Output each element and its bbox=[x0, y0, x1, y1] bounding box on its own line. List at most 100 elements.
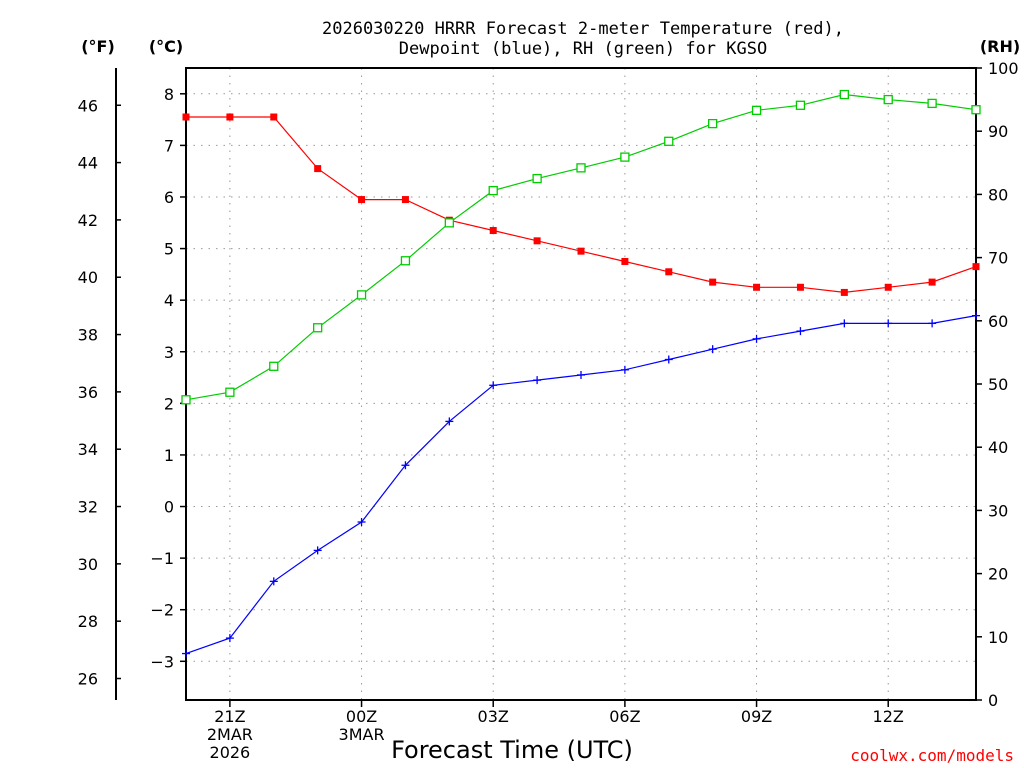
fahrenheit-tick-label: 44 bbox=[78, 154, 98, 173]
rh-point bbox=[620, 152, 630, 162]
temperature-point bbox=[358, 196, 366, 204]
rh-point bbox=[708, 118, 718, 129]
dewpoint-point bbox=[182, 649, 190, 658]
rh-point bbox=[225, 387, 235, 397]
temperature-point bbox=[270, 113, 278, 121]
rh-tick-label: 50 bbox=[988, 375, 1008, 394]
dewpoint-point bbox=[225, 634, 234, 643]
chart-title-line1: 2026030220 HRRR Forecast 2-meter Tempera… bbox=[322, 19, 844, 39]
rh-point bbox=[795, 100, 806, 110]
temperature-point bbox=[314, 165, 322, 173]
time-tick-label: 03Z bbox=[478, 707, 509, 726]
temperature-point bbox=[972, 263, 980, 271]
celsius-tick-label: 5 bbox=[164, 240, 174, 259]
fahrenheit-tick-label: 30 bbox=[78, 555, 98, 574]
dewpoint-line bbox=[185, 315, 977, 655]
date-label: 3MAR bbox=[339, 725, 385, 744]
rh-tick-label: 80 bbox=[988, 185, 1008, 204]
fahrenheit-tick-label: 38 bbox=[78, 326, 98, 345]
fahrenheit-tick-label: 32 bbox=[78, 498, 98, 517]
rh-point bbox=[313, 323, 323, 333]
fahrenheit-tick-label: 34 bbox=[78, 440, 98, 459]
rh-point bbox=[751, 105, 762, 115]
dewpoint-point bbox=[664, 355, 673, 364]
dewpoint-point bbox=[533, 376, 542, 385]
dewpoint-point bbox=[796, 327, 805, 336]
rh-point bbox=[400, 256, 411, 266]
rh-point bbox=[839, 89, 849, 100]
fahrenheit-unit-label: (°F) bbox=[81, 37, 115, 56]
temperature-point bbox=[533, 237, 541, 245]
year-label: 2026 bbox=[210, 743, 251, 762]
celsius-tick-label: 6 bbox=[164, 188, 174, 207]
fahrenheit-tick-label: 46 bbox=[78, 96, 98, 115]
dewpoint-point bbox=[708, 345, 717, 354]
time-tick-label: 21Z bbox=[214, 707, 245, 726]
time-tick-label: 12Z bbox=[873, 707, 904, 726]
rh-line bbox=[185, 93, 977, 401]
rh-tick-label: 70 bbox=[988, 249, 1008, 268]
celsius-tick-label: 0 bbox=[164, 498, 174, 517]
dewpoint-point bbox=[401, 461, 410, 470]
rh-tick-label: 30 bbox=[988, 501, 1008, 520]
temperature-point bbox=[621, 257, 629, 265]
rh-point bbox=[927, 98, 937, 109]
credit-text: coolwx.com/models bbox=[850, 746, 1014, 765]
rh-tick-label: 60 bbox=[988, 312, 1008, 331]
temperature-point bbox=[884, 283, 892, 291]
temperature-point bbox=[401, 196, 409, 204]
rh-point bbox=[356, 290, 367, 300]
fahrenheit-tick-label: 42 bbox=[78, 211, 98, 230]
dewpoint-point bbox=[752, 334, 761, 343]
dewpoint-point bbox=[928, 319, 937, 328]
rh-tick-label: 90 bbox=[988, 122, 1008, 141]
temperature-point bbox=[796, 283, 804, 291]
temperature-point bbox=[489, 227, 497, 235]
rh-point bbox=[488, 185, 498, 196]
data-series bbox=[181, 89, 981, 658]
celsius-unit-label: (°C) bbox=[149, 37, 183, 56]
temperature-point bbox=[577, 247, 585, 255]
fahrenheit-tick-label: 26 bbox=[78, 670, 98, 689]
time-tick-label: 06Z bbox=[609, 707, 640, 726]
rh-point bbox=[971, 105, 981, 115]
rh-tick-label: 20 bbox=[988, 565, 1008, 584]
celsius-tick-label: 4 bbox=[164, 291, 174, 310]
temperature-point bbox=[226, 113, 234, 121]
dewpoint-point bbox=[269, 577, 278, 586]
dewpoint-point bbox=[357, 518, 366, 527]
celsius-tick-label: 8 bbox=[164, 85, 174, 104]
dewpoint-point bbox=[577, 370, 585, 379]
dewpoint-point bbox=[489, 381, 498, 390]
plot-frame bbox=[185, 67, 977, 701]
dewpoint-point bbox=[620, 365, 629, 374]
temperature-point bbox=[840, 288, 848, 296]
dewpoint-point bbox=[445, 417, 454, 426]
celsius-tick-label: −1 bbox=[150, 549, 174, 568]
time-tick-label: 00Z bbox=[346, 707, 377, 726]
celsius-tick-label: 1 bbox=[164, 446, 174, 465]
rh-tick-label: 0 bbox=[988, 691, 998, 710]
celsius-tick-label: 3 bbox=[164, 343, 174, 362]
rh-point bbox=[576, 163, 586, 173]
temperature-point bbox=[928, 278, 936, 286]
dewpoint-point bbox=[840, 319, 849, 328]
dewpoint-point bbox=[972, 311, 980, 320]
rh-point bbox=[532, 173, 542, 184]
date-label: 2MAR bbox=[207, 725, 253, 744]
time-tick-label: 09Z bbox=[741, 707, 772, 726]
temperature-point bbox=[753, 283, 761, 291]
temperature-line bbox=[186, 116, 977, 294]
fahrenheit-tick-label: 36 bbox=[78, 383, 98, 402]
grid-lines bbox=[186, 68, 976, 700]
fahrenheit-tick-label: 40 bbox=[78, 268, 98, 287]
celsius-tick-label: −3 bbox=[150, 652, 174, 671]
dewpoint-point bbox=[313, 546, 322, 555]
rh-point bbox=[269, 361, 279, 371]
temperature-point bbox=[182, 113, 190, 121]
dewpoint-point bbox=[884, 319, 893, 328]
celsius-tick-label: −2 bbox=[150, 601, 174, 620]
celsius-tick-label: 7 bbox=[164, 136, 174, 155]
rh-point bbox=[664, 136, 674, 146]
